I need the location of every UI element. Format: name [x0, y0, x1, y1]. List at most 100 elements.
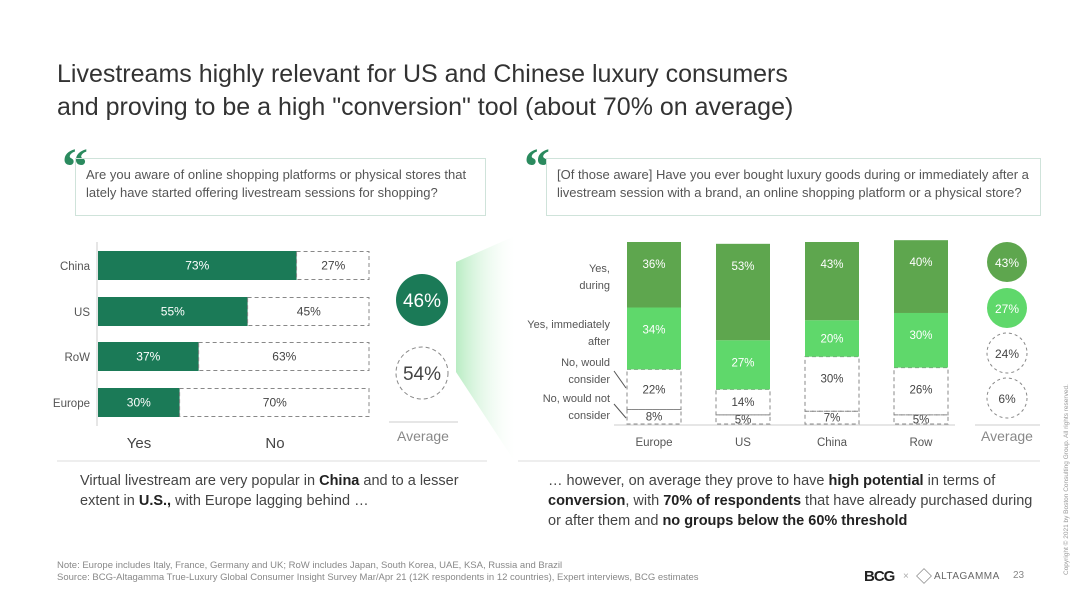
label-yes-during-us: 53%: [731, 261, 754, 273]
question-right: [Of those aware] Have you ever bought lu…: [546, 158, 1041, 216]
series-label-yes-after-2: after: [588, 336, 610, 348]
bar-yes-during-china: [805, 242, 859, 321]
caption-right-bold-2: conversion: [548, 493, 626, 509]
bar-yes-during-europe: [627, 242, 681, 308]
series-label-no-not-consider-1: No, would not: [543, 393, 610, 405]
bar-yes-after-europe: [627, 307, 681, 370]
label-yes-us: 55%: [161, 305, 185, 319]
page-title: Livestreams highly relevant for US and C…: [57, 58, 957, 124]
source-note: Source: BCG-Altagamma True-Luxury Global…: [57, 572, 699, 583]
caption-left-text-3: with Europe lagging behind …: [171, 493, 369, 509]
leader-line-2: [613, 403, 627, 419]
avg-label-no-not-consider: 6%: [998, 392, 1016, 406]
label-no-not-consider-europe: 8%: [646, 412, 663, 424]
bar-yes-europe: [98, 388, 180, 417]
series-label-no-consider-1: No, would: [561, 357, 610, 369]
avg-circle-yes-during: [987, 242, 1027, 282]
category-label-china: China: [60, 261, 91, 273]
category-label-row: RoW: [64, 352, 90, 364]
caption-right-text-4: that have already purchased during or af…: [548, 493, 1033, 529]
title-line-2: and proving to be a high "conversion" to…: [57, 93, 794, 121]
avg-label-yes-after: 27%: [995, 302, 1019, 316]
bar-yes-during-us: [716, 243, 770, 341]
caption-left-bold-2: U.S.,: [138, 493, 172, 509]
label-no-not-consider-china: 7%: [824, 413, 841, 425]
title-line-1: Livestreams highly relevant for US and C…: [57, 60, 788, 88]
category-label-europe: Europe: [635, 437, 672, 449]
bar-no-consider-us: [715, 388, 771, 416]
logo-separator: ×: [903, 571, 910, 582]
legend-no: No: [265, 435, 284, 452]
footnote: Note: Europe includes Italy, France, Ger…: [57, 560, 563, 571]
label-yes-during-row: 40%: [909, 257, 932, 269]
bar-no-china: [296, 251, 370, 280]
bar-yes-during-row: [894, 240, 948, 313]
altagamma-logo: ALTAGAMMA: [934, 571, 1000, 582]
bar-no-not-consider-china: [804, 410, 860, 425]
caption-left-bold-1: China: [319, 473, 360, 489]
label-no-consider-row: 26%: [909, 385, 932, 397]
label-no-not-consider-row: 5%: [913, 414, 930, 426]
average-no-circle: [395, 346, 449, 400]
label-yes-after-us: 27%: [731, 357, 754, 369]
category-label-china: China: [817, 437, 848, 449]
label-no-consider-china: 30%: [820, 374, 843, 386]
label-yes-during-europe: 36%: [642, 259, 665, 271]
label-yes-after-china: 20%: [820, 333, 843, 345]
label-yes-europe: 30%: [127, 396, 151, 410]
label-no-consider-europe: 22%: [642, 384, 665, 396]
bar-no-consider-china: [804, 356, 860, 412]
bar-no-not-consider-europe: [626, 408, 682, 425]
caption-right-text-3: , with: [625, 493, 664, 509]
bar-no-us: [247, 297, 370, 326]
label-no-not-consider-us: 5%: [735, 414, 752, 426]
bar-yes-china: [98, 251, 297, 280]
caption-right-text-1: … however, on average they prove to have: [548, 473, 829, 489]
avg-circle-yes-after: [987, 288, 1027, 328]
average-no-label: 54%: [403, 364, 441, 385]
quote-mark-right-icon: “: [524, 139, 550, 196]
category-label-us: US: [74, 307, 90, 319]
category-label-us: US: [735, 437, 751, 449]
average-yes-circle: [396, 274, 448, 326]
series-label-no-consider-2: consider: [568, 374, 610, 386]
caption-right-bold-4: no groups below the 60% threshold: [662, 513, 908, 529]
bar-yes-row: [98, 342, 199, 371]
caption-left: Virtual livestream are very popular in C…: [80, 471, 470, 511]
copyright-notice: Copyright © 2021 by Boston Consulting Gr…: [1063, 384, 1070, 575]
label-yes-during-china: 43%: [820, 259, 843, 271]
caption-left-text-1: Virtual livestream are very popular in: [80, 473, 320, 489]
label-yes-row: 37%: [136, 350, 160, 364]
bar-yes-after-us: [716, 340, 770, 390]
bar-yes-us: [98, 297, 248, 326]
leader-line-1: [613, 370, 627, 389]
caption-right-bold-3: 70% of respondents: [663, 493, 802, 509]
series-label-yes-during-2: during: [579, 280, 610, 292]
question-left: Are you aware of online shopping platfor…: [75, 158, 486, 216]
avg-label-yes-during: 43%: [995, 256, 1019, 270]
label-no-china: 27%: [321, 259, 345, 273]
avg-circle-no-not-consider: [986, 377, 1028, 419]
avg-circle-no-consider: [986, 332, 1028, 374]
bcg-logo: BCG: [864, 568, 895, 585]
series-label-yes-after-1: Yes, immediately: [527, 319, 610, 331]
bar-no-europe: [179, 388, 370, 417]
legend-yes: Yes: [127, 435, 151, 452]
series-labels: Yes, during Yes, immediately after No, w…: [527, 263, 627, 422]
caption-right-text-2: in terms of: [923, 473, 996, 489]
label-no-consider-us: 14%: [731, 397, 754, 409]
bar-yes-after-row: [894, 312, 948, 368]
connector-shape: [456, 236, 515, 462]
label-no-row: 63%: [272, 350, 296, 364]
bar-yes-after-china: [805, 320, 859, 357]
caption-right: … however, on average they prove to have…: [548, 471, 1033, 531]
average-yes-label: 46%: [403, 291, 441, 312]
label-no-us: 45%: [297, 305, 321, 319]
right-average-label: Average: [981, 428, 1033, 444]
label-yes-china: 73%: [185, 259, 209, 273]
category-label-europe: Europe: [53, 398, 90, 410]
series-label-yes-during-1: Yes,: [589, 263, 610, 275]
bar-no-not-consider-us: [715, 414, 771, 425]
left-average-label: Average: [397, 428, 449, 444]
awareness-bar-chart: China US RoW Europe Yes No: [53, 242, 285, 452]
